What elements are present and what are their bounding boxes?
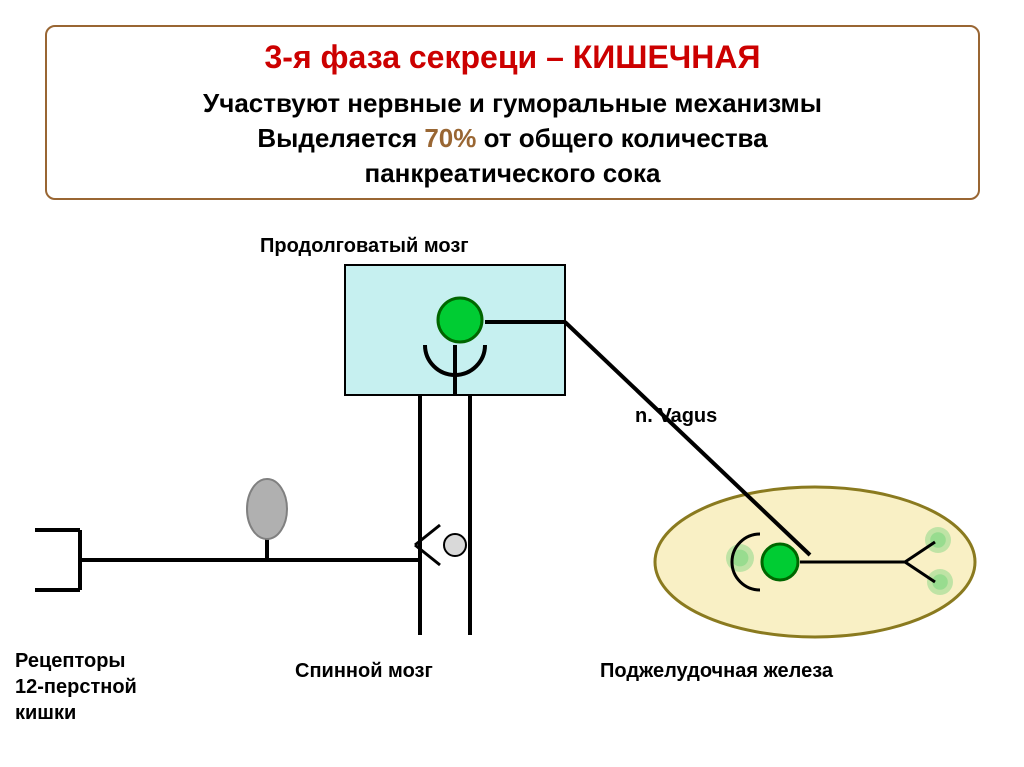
diagram-svg	[0, 0, 1024, 767]
